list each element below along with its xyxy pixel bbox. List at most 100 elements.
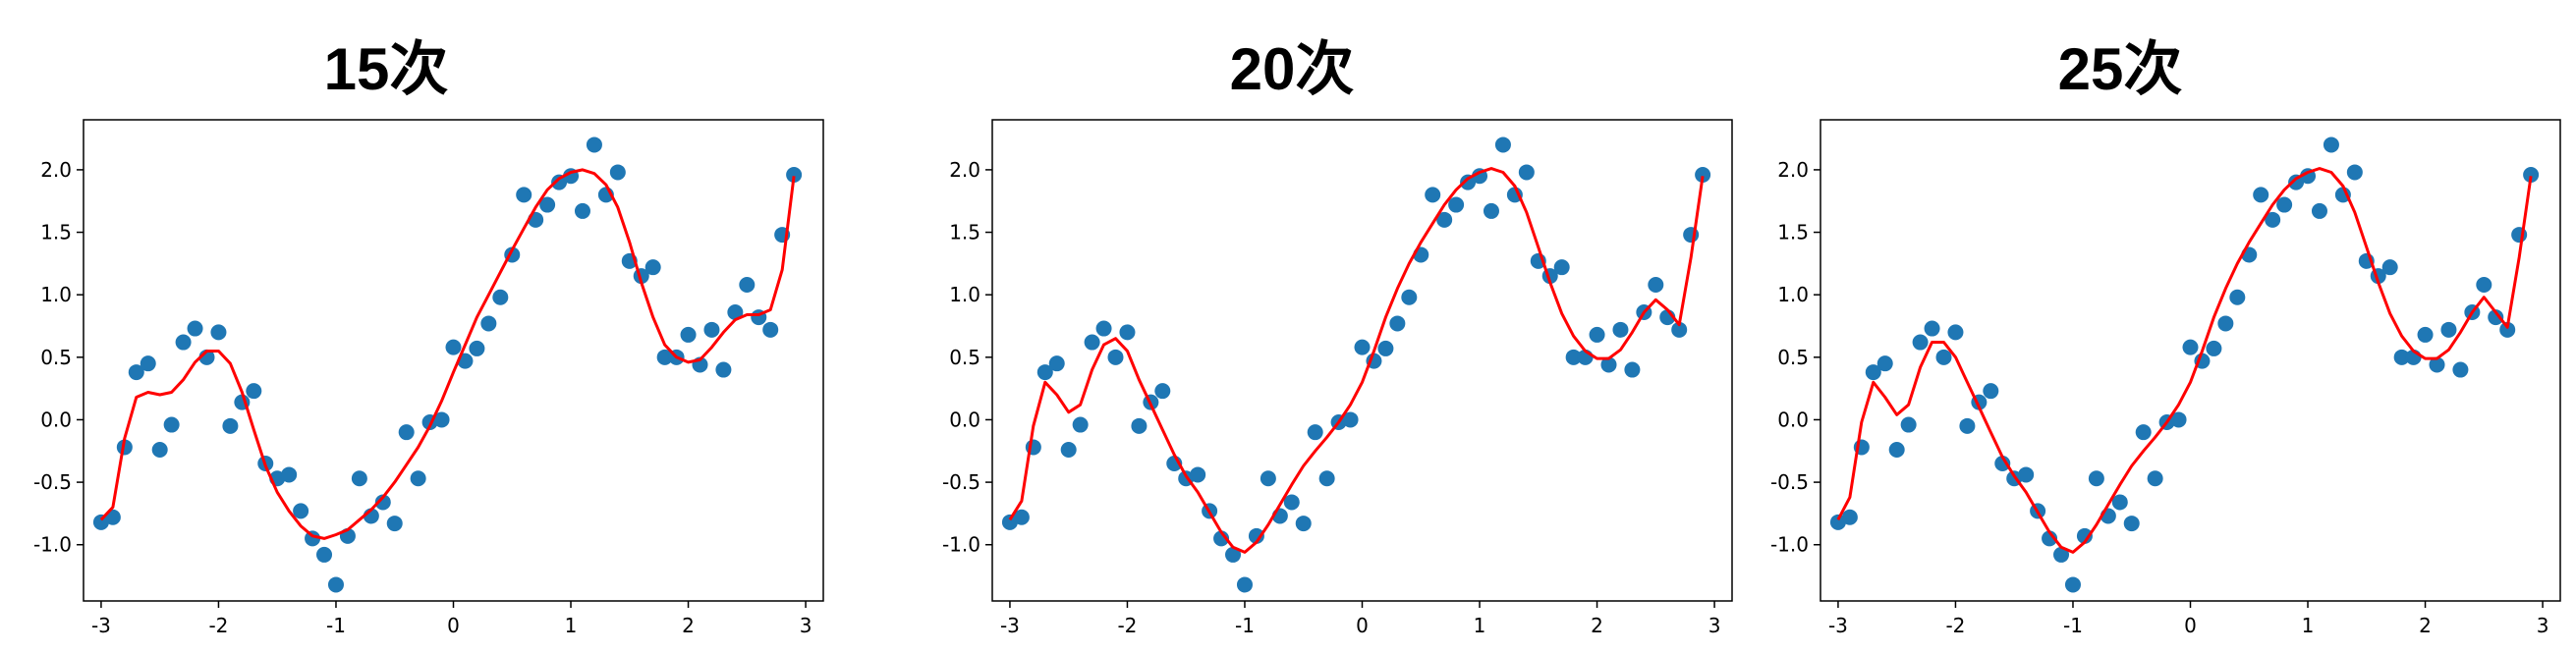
y-tick-label: 1.5 — [40, 221, 72, 245]
data-point — [1213, 530, 1230, 547]
data-point — [715, 361, 732, 378]
x-tick-label: 3 — [2537, 614, 2549, 637]
data-point — [1248, 527, 1264, 544]
data-point — [644, 259, 661, 276]
data-point — [786, 167, 803, 183]
y-tick-label: -0.5 — [942, 470, 980, 494]
data-point — [2429, 356, 2445, 373]
y-tick-label: 2.0 — [1777, 158, 1809, 182]
x-tick-label: 0 — [447, 614, 460, 637]
y-tick-label: 1.5 — [1777, 221, 1809, 245]
data-point — [1829, 514, 1846, 530]
data-point — [1048, 355, 1065, 372]
data-point — [1425, 187, 1441, 203]
data-point — [1841, 509, 1858, 525]
data-point — [680, 326, 697, 343]
y-tick-label: 1.0 — [949, 283, 980, 306]
data-point — [445, 339, 462, 355]
y-tick-label: 1.0 — [40, 283, 72, 306]
data-point — [2488, 309, 2504, 326]
data-point — [539, 196, 556, 213]
data-point — [1225, 546, 1242, 563]
data-point — [2076, 527, 2093, 544]
data-point — [140, 355, 156, 372]
y-tick-label: 0.5 — [40, 346, 72, 369]
x-tick-label: -2 — [208, 614, 228, 637]
data-point — [1876, 355, 1893, 372]
data-point — [92, 514, 109, 530]
y-tick-label: -1.0 — [33, 533, 72, 557]
data-point — [1994, 456, 2011, 471]
data-point — [1084, 334, 1100, 351]
data-point — [1959, 417, 1976, 434]
data-point — [2323, 136, 2339, 153]
data-point — [2288, 174, 2305, 190]
data-point — [1671, 321, 1688, 338]
chart-title-15: 15次 — [323, 36, 449, 102]
data-point — [187, 320, 203, 337]
x-tick-label: -1 — [1235, 614, 1255, 637]
data-point — [1865, 364, 1881, 381]
x-tick-label: 3 — [1708, 614, 1721, 637]
y-tick-label: -0.5 — [1770, 470, 1809, 494]
data-point — [1307, 424, 1323, 441]
data-point — [2311, 202, 2327, 219]
data-point — [386, 516, 403, 532]
data-point — [1295, 516, 1312, 532]
data-point — [1318, 470, 1335, 487]
chart-0: -3 -2 -1 0 1 2 3 -1.0 -0.5 0.0 0.5 1.0 1.5 2.0 — [33, 119, 824, 637]
y-tick-label: 1.0 — [1777, 283, 1809, 306]
data-point — [1072, 416, 1089, 433]
data-point — [2393, 349, 2410, 365]
plot-frame — [991, 119, 1733, 602]
data-point — [374, 494, 391, 511]
data-point — [1483, 202, 1499, 219]
data-point — [739, 277, 756, 293]
data-point — [1001, 514, 1018, 530]
data-point — [2170, 411, 2187, 428]
data-point — [2523, 167, 2540, 183]
data-point — [2440, 321, 2457, 338]
data-point — [1553, 259, 1570, 276]
data-point — [1506, 187, 1523, 203]
data-point — [2135, 424, 2152, 441]
data-point — [703, 321, 720, 338]
data-point — [1095, 320, 1112, 337]
data-point — [2064, 576, 2081, 593]
fit-line — [1008, 167, 1705, 554]
x-tick-label: -1 — [326, 614, 346, 637]
data-point — [2088, 470, 2104, 487]
data-point — [1401, 289, 1418, 305]
x-tick-label: -3 — [91, 614, 111, 637]
plot-frame — [1820, 119, 2561, 602]
data-point — [116, 439, 133, 456]
data-point — [246, 383, 262, 400]
x-tick-label: -3 — [1000, 614, 1020, 637]
data-point — [398, 424, 415, 441]
data-point — [2276, 196, 2293, 213]
data-point — [163, 416, 180, 433]
x-tick-label: -1 — [2063, 614, 2083, 637]
data-point — [2147, 470, 2163, 487]
data-point — [293, 503, 309, 519]
x-tick-label: 0 — [1356, 614, 1369, 637]
data-point — [222, 417, 239, 434]
data-point — [1935, 349, 1952, 365]
data-point — [1119, 324, 1136, 341]
data-point — [2417, 326, 2434, 343]
y-tick-label: 0.0 — [1777, 408, 1809, 431]
data-point — [2217, 315, 2234, 332]
data-point — [2381, 259, 2398, 276]
data-point — [1983, 383, 1999, 400]
data-point — [2182, 339, 2199, 355]
data-point — [2253, 187, 2269, 203]
y-tick-label: 0.5 — [949, 346, 980, 369]
data-point — [2123, 516, 2140, 532]
y-tick-label: 0.5 — [1777, 346, 1809, 369]
data-point — [410, 470, 426, 487]
data-point — [574, 202, 590, 219]
data-point — [1107, 349, 1124, 365]
y-tick-label: 2.0 — [40, 158, 72, 182]
data-point — [609, 164, 626, 181]
data-point — [151, 442, 168, 458]
